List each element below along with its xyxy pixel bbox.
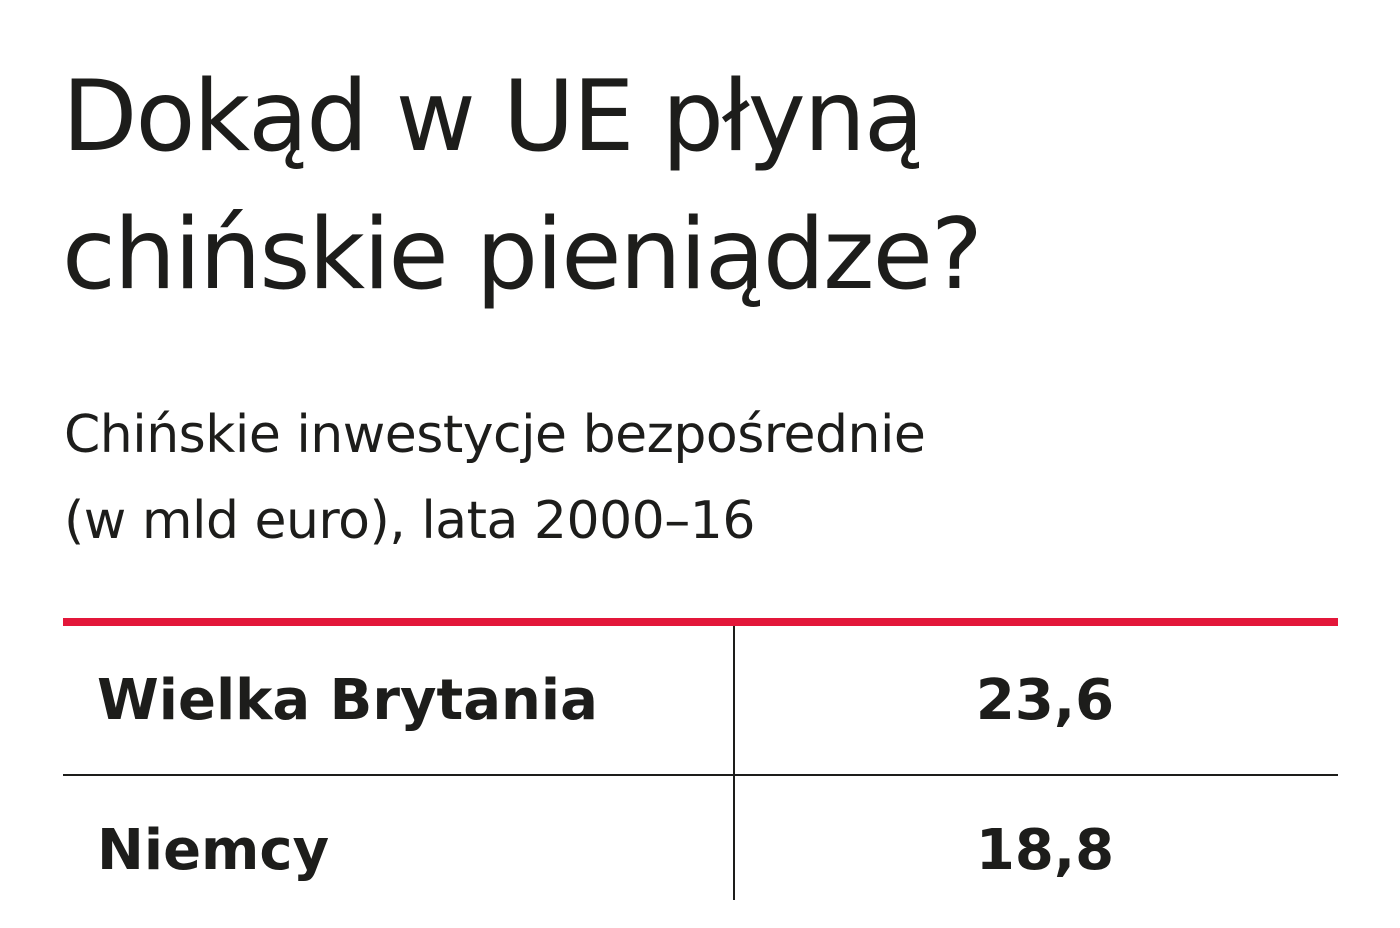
subtitle-line-2: (w mld euro), lata 2000–16 (64, 491, 755, 551)
title-line-1: Dokąd w UE płyną (62, 60, 924, 174)
table-row: Wielka Brytania 23,6 (63, 628, 1338, 778)
value-cell: 23,6 (975, 668, 1115, 733)
subtitle-line-1: Chińskie inwestycje bezpośrednie (64, 405, 926, 465)
accent-divider (63, 618, 1338, 626)
country-label: Niemcy (97, 818, 330, 883)
chart-title: Dokąd w UE płyną chińskie pieniądze? (62, 48, 983, 324)
country-label: Wielka Brytania (97, 668, 598, 733)
title-line-2: chińskie pieniądze? (62, 198, 983, 312)
value-cell: 18,8 (975, 818, 1115, 883)
row-divider (63, 774, 1338, 776)
chart-subtitle: Chińskie inwestycje bezpośrednie (w mld … (64, 392, 926, 564)
column-divider (733, 626, 735, 900)
table-row: Niemcy 18,8 (63, 778, 1338, 928)
